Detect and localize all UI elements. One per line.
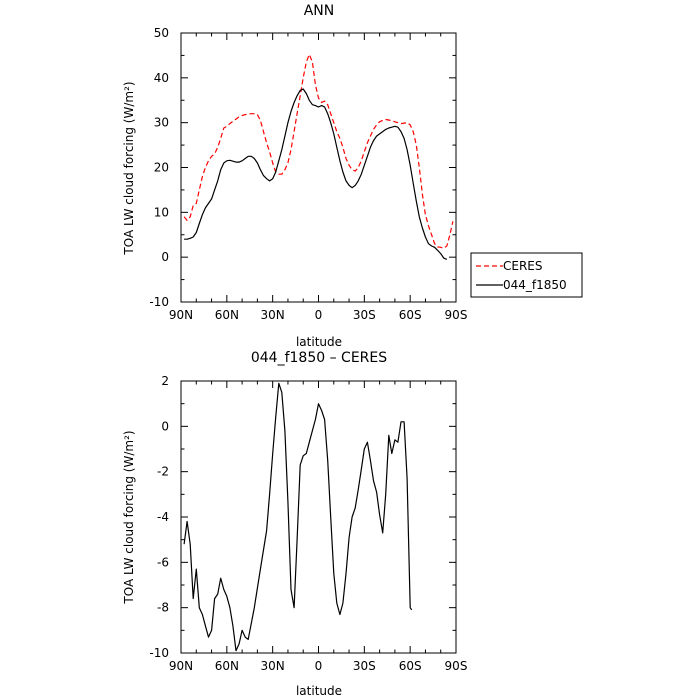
top-chart-title: ANN [304,3,335,19]
x-tick-label: 60S [399,659,422,673]
x-tick-label: 90N [169,308,193,322]
x-tick-label: 30S [353,308,376,322]
top-x-axis-label: latitude [296,335,342,349]
ceres-series-line [183,53,454,249]
legend-ceres-label: CERES [503,259,543,273]
x-tick-label: 30N [261,308,285,322]
x-tick-label: 60N [215,659,239,673]
legend: CERES 044_f1850 [470,252,583,298]
bottom-x-axis-label: latitude [296,684,342,698]
top-panel: ANN 90N 60N 30N 0 30S 60S 90S -10 0 10 20 30 40 50 la… [122,3,467,349]
x-tick-label: 0 [315,308,323,322]
y-tick-label: -10 [149,295,169,309]
top-ticks: 90N 60N 30N 0 30S 60S 90S -10 0 10 20 30 40 50 [149,26,467,322]
y-tick-label: 20 [154,161,169,175]
y-tick-label: -4 [157,510,169,524]
y-tick-label: 10 [154,205,169,219]
top-y-axis-label: TOA LW cloud forcing (W/m²) [122,81,136,255]
y-tick-label: -6 [157,555,169,569]
y-tick-label: 2 [161,374,169,388]
x-tick-label: 90N [169,659,193,673]
y-tick-label: -2 [157,465,169,479]
x-tick-label: 60S [399,308,422,322]
x-tick-label: 90S [445,659,468,673]
x-tick-label: 90S [445,308,468,322]
legend-model-label: 044_f1850 [503,278,567,292]
bottom-plot-frame [180,380,457,654]
y-tick-label: 0 [161,419,169,433]
difference-series-line [183,382,413,652]
y-tick-label: 40 [154,71,169,85]
x-tick-label: 30S [353,659,376,673]
y-tick-label: 30 [154,116,169,130]
y-tick-label: 50 [154,26,169,40]
bottom-ticks: 90N 60N 30N 0 30S 60S 90S -10 -8 -6 -4 -2 0 2 [149,374,467,673]
x-tick-label: 0 [315,659,323,673]
044-f1850-series-line [184,88,448,260]
bottom-y-axis-label: TOA LW cloud forcing (W/m²) [122,430,136,604]
x-tick-label: 30N [261,659,285,673]
top-series [183,53,454,260]
legend-box [470,252,583,298]
bottom-series [183,382,413,652]
bottom-chart-title: 044_f1850 – CERES [251,350,387,366]
x-tick-label: 60N [215,308,239,322]
y-tick-label: 0 [161,250,169,264]
y-tick-label: -8 [157,601,169,615]
bottom-panel: 044_f1850 – CERES 90N 60N 30N 0 30S 60S 90S -10… [122,350,467,698]
y-tick-label: -10 [149,646,169,660]
